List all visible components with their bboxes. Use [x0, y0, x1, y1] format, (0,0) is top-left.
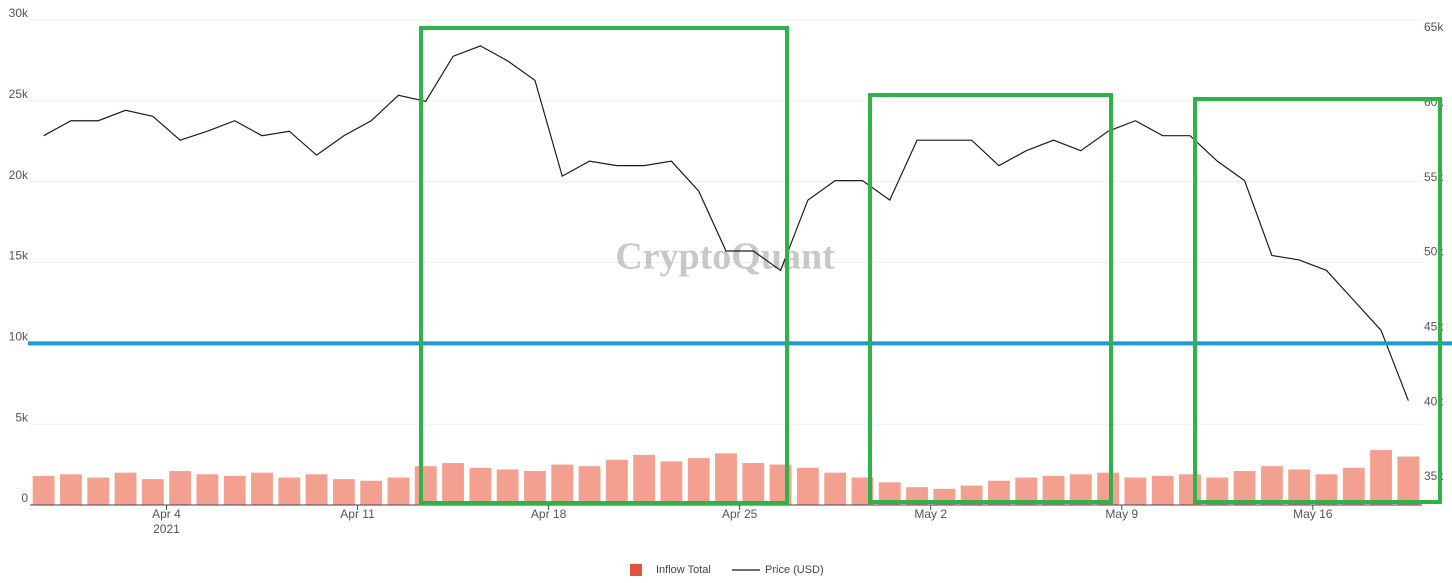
y-tick-label: 15k [9, 249, 29, 263]
legend-label: Inflow Total [656, 564, 711, 576]
bar [851, 477, 874, 505]
bar [305, 474, 328, 505]
bar [1315, 474, 1338, 505]
bar [32, 475, 55, 505]
bar [1260, 466, 1283, 505]
y-tick-label: 30k [9, 6, 29, 20]
bar [524, 471, 546, 505]
bar [496, 469, 519, 505]
price-line [43, 45, 1409, 401]
y-tick-label: 10k [9, 330, 29, 344]
bar [742, 462, 765, 505]
bar [169, 471, 192, 505]
bar [551, 464, 574, 505]
y-tick-label: 25k [9, 87, 29, 101]
y-tick-label: 20k [9, 168, 29, 182]
bar [1042, 475, 1065, 505]
bar [878, 482, 901, 505]
bar [442, 462, 464, 505]
bar [578, 466, 601, 505]
bar [1015, 477, 1038, 505]
bar [1342, 467, 1365, 505]
bar [87, 477, 110, 505]
bar [1124, 477, 1147, 505]
x-tick-sublabel: 2021 [153, 522, 180, 536]
x-tick-label: May 16 [1293, 507, 1333, 521]
x-tick-label: May 2 [914, 507, 947, 521]
watermark: CryptoQuant [615, 236, 835, 278]
bar [1069, 474, 1092, 505]
bar [278, 477, 301, 505]
y2-tick-label: 65k [1424, 20, 1444, 34]
bar [605, 459, 628, 505]
bar [824, 472, 847, 505]
bar [60, 474, 82, 505]
bar [332, 479, 355, 505]
bar [796, 467, 819, 505]
bar [251, 472, 273, 505]
y-tick-label: 0 [21, 491, 28, 505]
bar [988, 480, 1010, 505]
y-tick-label: 5k [15, 410, 29, 424]
bar [360, 480, 383, 505]
bar [660, 461, 683, 505]
legend-label: Price (USD) [765, 564, 824, 576]
bar [1206, 477, 1229, 505]
bar [469, 467, 492, 505]
x-tick-label: Apr 4 [152, 507, 181, 521]
bar [687, 458, 710, 505]
bar [1288, 469, 1311, 505]
bar [387, 477, 410, 505]
highlight-box [868, 93, 1113, 504]
bar [114, 472, 137, 505]
x-tick-label: May 9 [1105, 507, 1138, 521]
bar [633, 454, 656, 505]
bar [414, 466, 437, 505]
x-tick-label: Apr 25 [722, 507, 758, 521]
x-tick-label: Apr 18 [531, 507, 567, 521]
bar [1097, 472, 1120, 505]
legend-swatch [630, 564, 642, 576]
bar [223, 475, 246, 505]
bar [1397, 456, 1420, 505]
bar [1370, 450, 1392, 505]
bar [196, 474, 219, 505]
highlight-box [419, 26, 789, 505]
highlight-box [1193, 97, 1442, 504]
bar [1233, 471, 1256, 505]
bar [141, 479, 164, 505]
x-tick-label: Apr 11 [340, 507, 375, 521]
bar [1151, 475, 1174, 505]
bar [715, 453, 737, 505]
